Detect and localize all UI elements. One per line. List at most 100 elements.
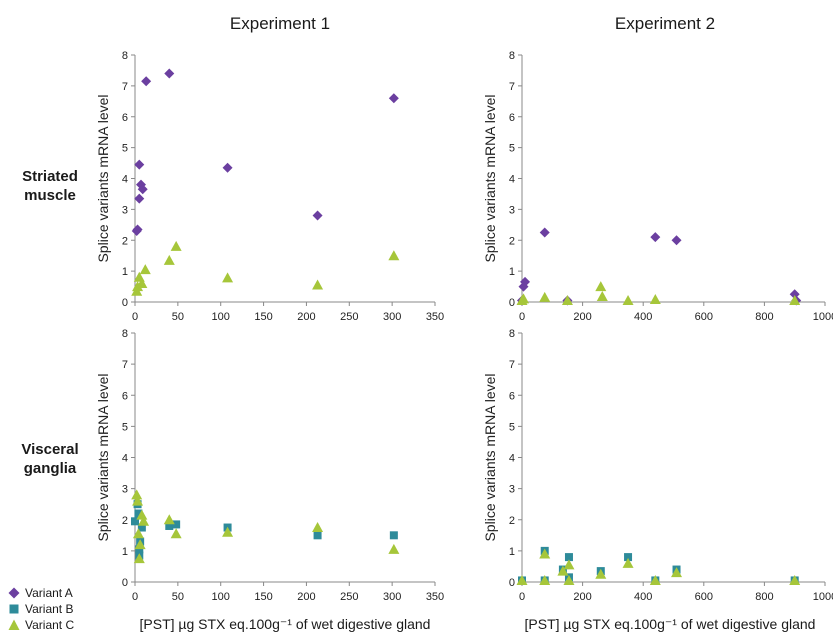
data-point-variant-c: [595, 568, 607, 579]
data-point-variant-c: [170, 528, 182, 539]
data-point-variant-c: [388, 250, 400, 261]
x-tick-label: 400: [634, 311, 652, 323]
data-point-variant-c: [595, 281, 607, 292]
data-point-variant-c: [222, 526, 234, 537]
data-point-variant-b: [137, 523, 146, 532]
y-tick-label: 5: [122, 143, 128, 155]
data-point-variant-c: [539, 291, 551, 302]
row-label-striated-muscle: Striated muscle: [0, 167, 100, 205]
data-point-variant-b: [131, 517, 139, 526]
x-tick-label: 0: [519, 591, 525, 603]
y-tick-label: 3: [122, 484, 128, 496]
data-point-variant-a: [141, 76, 152, 87]
y-tick-label: 7: [509, 359, 515, 371]
legend-item-variant-c: Variant C: [8, 617, 74, 633]
data-point-variant-b: [165, 521, 174, 530]
x-tick-label: 400: [634, 591, 652, 603]
x-tick-label: 50: [172, 311, 184, 323]
x-tick-label: 300: [383, 591, 401, 603]
y-tick-label: 6: [122, 112, 128, 124]
data-point-variant-c: [557, 565, 569, 576]
data-point-variant-c: [222, 272, 234, 283]
data-point-variant-c: [622, 294, 634, 305]
data-point-variant-c: [133, 553, 145, 564]
y-tick-label: 2: [509, 235, 515, 247]
x-tick-label: 350: [426, 591, 444, 603]
x-axis-label-experiment-2: [PST] µg STX eq.100g⁻¹ of wet digestive …: [524, 616, 816, 632]
x-tick-label: 200: [573, 311, 591, 323]
x-tick-label: 100: [212, 311, 230, 323]
x-tick-label: 800: [755, 591, 773, 603]
data-point-variant-a: [222, 162, 233, 173]
data-point-variant-c: [136, 277, 148, 288]
data-point-variant-a: [134, 159, 145, 170]
panel-1: 0 1 2 3 4 5 6 7 8 0 50 100 150 200 250 300 350 Splice var…: [95, 50, 444, 323]
x-tick-label: 350: [426, 311, 444, 323]
y-tick-label: 8: [122, 328, 128, 340]
x-tick-label: 1000: [813, 591, 833, 603]
data-point-variant-c: [789, 574, 801, 585]
data-point-variant-c: [561, 294, 573, 305]
y-axis-label: Splice variants mRNA level: [95, 373, 111, 541]
data-point-variant-b: [134, 509, 143, 518]
y-tick-label: 0: [509, 297, 515, 309]
data-point-variant-c: [136, 509, 148, 520]
data-point-variant-c: [163, 254, 175, 265]
y-tick-label: 5: [509, 143, 515, 155]
x-tick-label: 150: [254, 591, 272, 603]
legend-item-variant-a: Variant A: [8, 585, 74, 601]
row-label-visceral-ganglia: Visceral ganglia: [0, 440, 100, 478]
x-tick-label: 600: [695, 591, 713, 603]
data-point-variant-c: [312, 522, 324, 533]
data-point-variant-b: [172, 520, 181, 529]
legend-item-variant-b: Variant B: [8, 601, 74, 617]
y-tick-label: 0: [509, 577, 515, 589]
column-title-experiment-1: Experiment 1: [229, 14, 331, 33]
x-tick-label: 200: [297, 311, 315, 323]
legend-label: Variant B: [25, 602, 74, 616]
y-tick-label: 6: [122, 390, 128, 402]
y-tick-label: 4: [509, 453, 515, 465]
data-point-variant-c: [649, 574, 661, 585]
y-tick-label: 4: [122, 174, 128, 186]
legend: Variant A Variant B Variant C: [8, 585, 74, 633]
data-point-variant-c: [539, 574, 551, 585]
y-tick-label: 8: [122, 50, 128, 62]
data-point-variant-c: [134, 539, 146, 550]
x-tick-label: 150: [254, 311, 272, 323]
x-tick-label: 1000: [813, 311, 833, 323]
y-axis-label: Splice variants mRNA level: [482, 94, 498, 262]
data-point-variant-c: [539, 548, 551, 559]
y-tick-label: 3: [122, 204, 128, 216]
data-point-variant-c: [170, 240, 182, 251]
row-label-line-1: Visceral: [21, 441, 79, 458]
data-point-variant-a: [650, 232, 661, 243]
triangle-icon: [8, 619, 20, 630]
data-point-variant-a: [539, 227, 550, 238]
data-point-variant-b: [135, 545, 144, 554]
y-tick-label: 8: [509, 50, 515, 62]
data-point-variant-c: [163, 514, 175, 525]
y-tick-label: 6: [509, 390, 515, 402]
y-tick-label: 0: [122, 577, 128, 589]
data-point-variant-c: [138, 515, 150, 526]
data-point-variant-c: [649, 294, 661, 305]
data-point-variant-c: [563, 559, 575, 570]
data-point-variant-a: [134, 193, 145, 204]
data-point-variant-a: [137, 184, 148, 195]
x-tick-label: 0: [132, 311, 138, 323]
data-point-variant-a: [164, 68, 175, 79]
data-point-variant-c: [388, 543, 400, 554]
data-point-variant-a: [671, 235, 682, 246]
y-tick-label: 5: [122, 421, 128, 433]
y-tick-label: 3: [509, 204, 515, 216]
y-tick-label: 1: [509, 546, 515, 558]
y-tick-label: 2: [122, 515, 128, 527]
data-point-variant-b: [389, 531, 398, 540]
y-tick-label: 5: [509, 421, 515, 433]
data-point-variant-b: [313, 531, 322, 540]
row-label-line-2: muscle: [24, 187, 76, 204]
square-icon: [9, 604, 19, 614]
data-point-variant-b: [564, 553, 573, 562]
data-point-variant-c: [131, 489, 143, 500]
